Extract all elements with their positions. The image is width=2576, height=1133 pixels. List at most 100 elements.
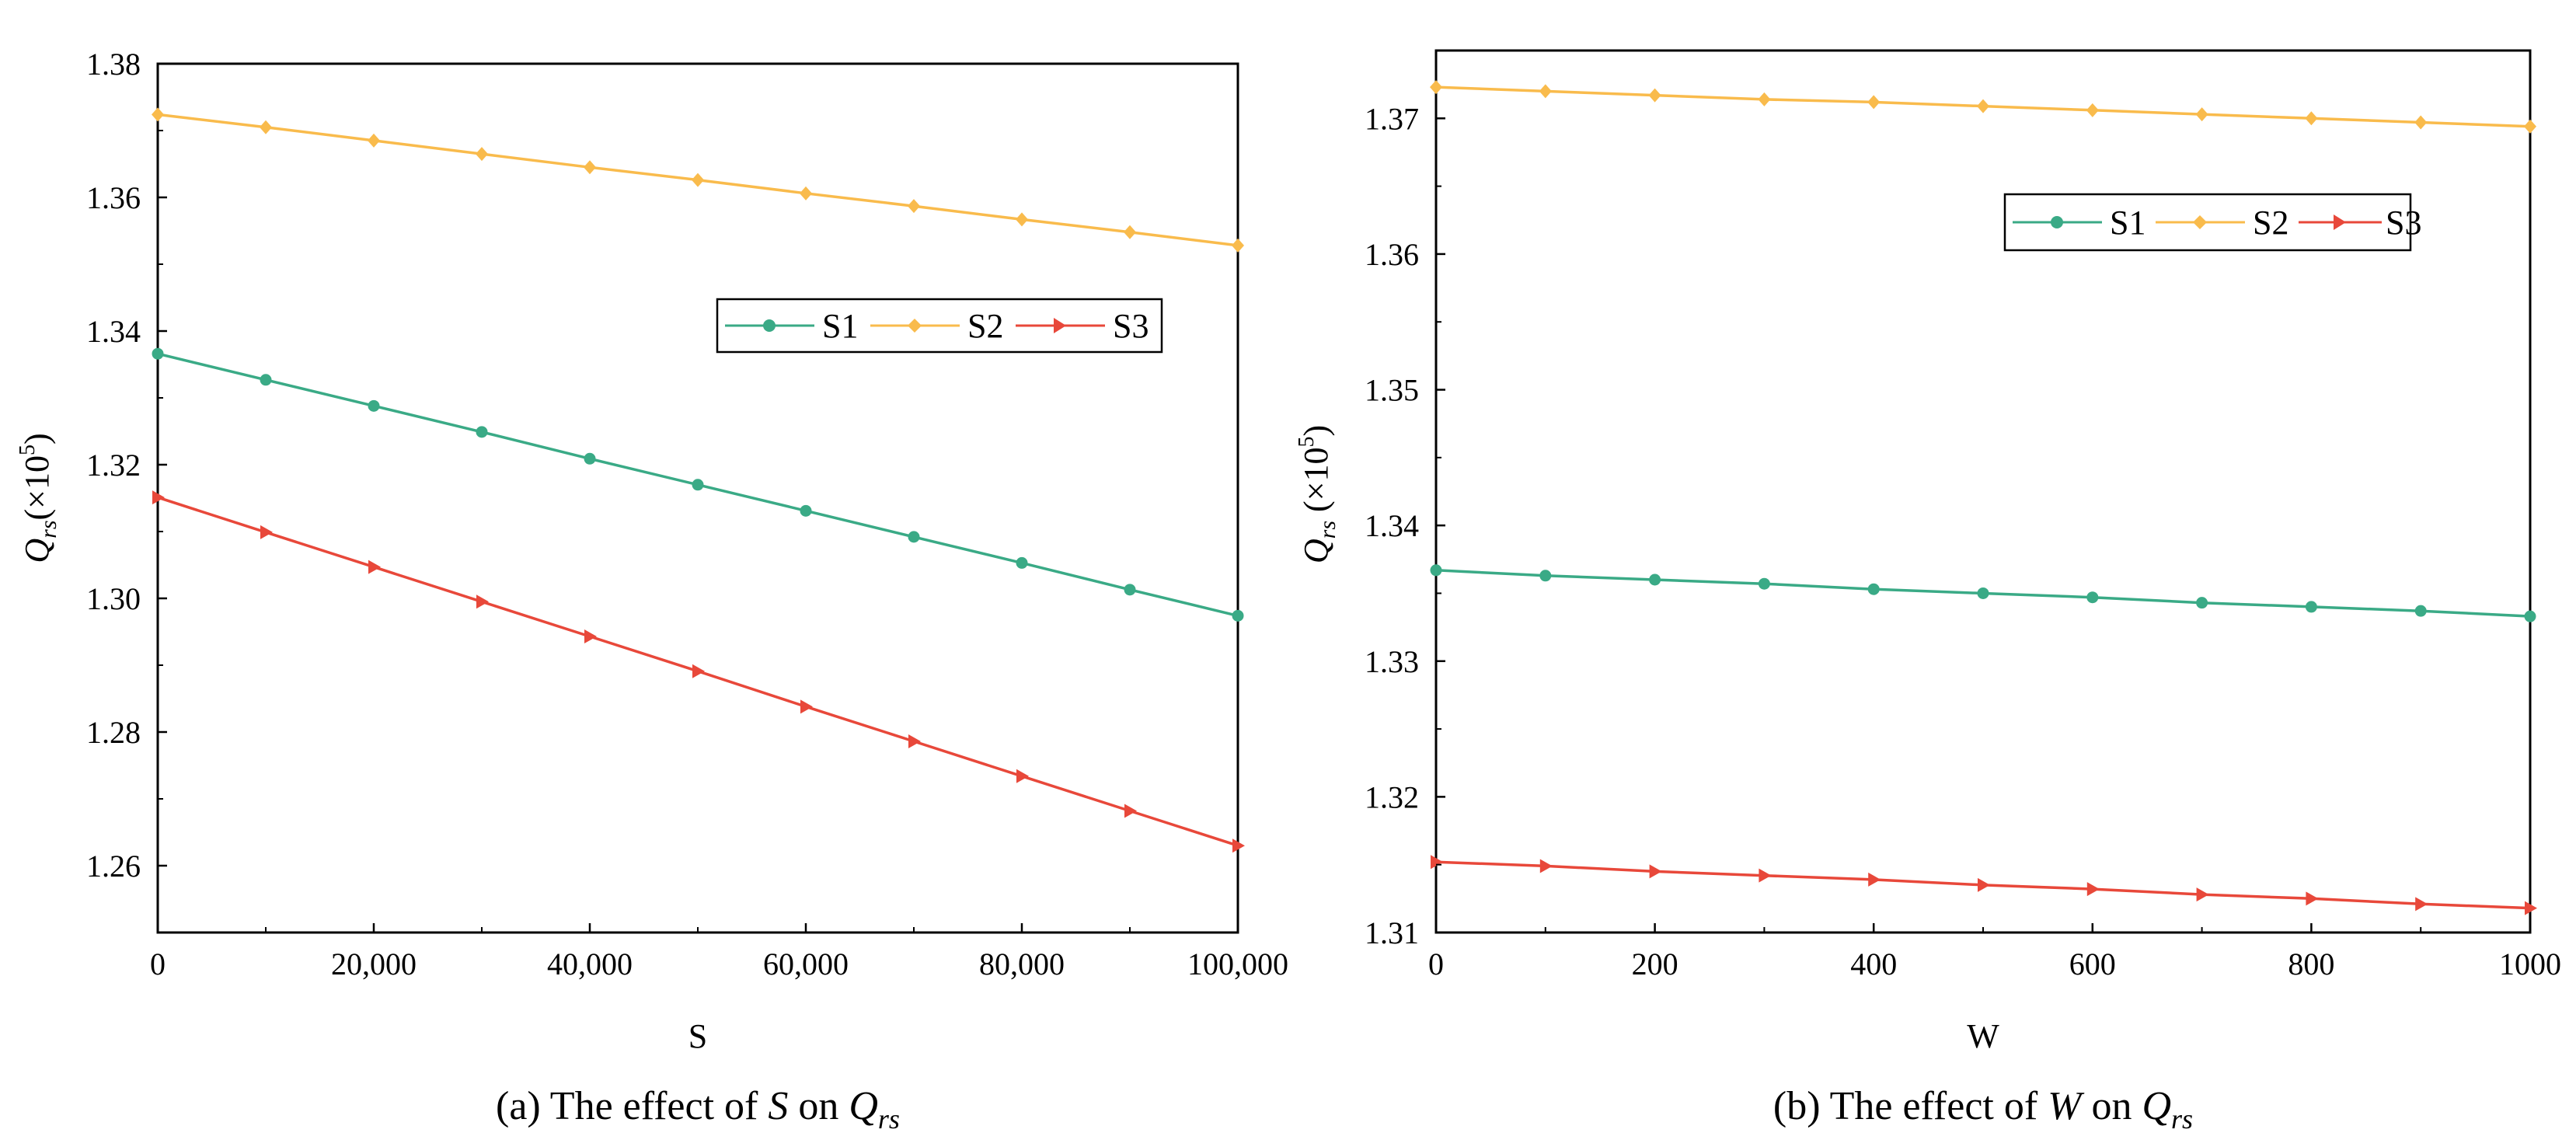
y-tick-label: 1.31 xyxy=(1365,915,1419,950)
data-point-s2 xyxy=(476,147,488,162)
x-tick-label: 400 xyxy=(1850,946,1897,981)
data-point-s1 xyxy=(2524,610,2536,622)
data-point-s1 xyxy=(260,374,272,386)
data-point-s3 xyxy=(800,699,813,714)
data-point-s2 xyxy=(1232,238,1244,253)
data-point-s2 xyxy=(260,120,272,134)
y-tick-label: 1.33 xyxy=(1365,644,1419,679)
data-point-s1 xyxy=(1232,609,1244,622)
x-tick-label: 0 xyxy=(1428,946,1444,981)
data-point-s3 xyxy=(1539,859,1553,873)
data-point-s1 xyxy=(1649,573,1661,586)
data-point-s2 xyxy=(2524,119,2536,134)
legend-b: S1 S2 S3 xyxy=(2003,193,2421,252)
data-point-s3 xyxy=(1759,868,1772,883)
data-point-s3 xyxy=(1868,872,1881,887)
data-point-s1 xyxy=(1430,564,1442,577)
data-point-s1 xyxy=(2414,605,2427,617)
data-point-s2 xyxy=(2086,103,2099,117)
data-point-s1 xyxy=(692,479,704,491)
data-point-s1 xyxy=(2305,601,2317,613)
y-tick-label: 1.34 xyxy=(1365,508,1419,543)
x-tick-label: 200 xyxy=(1632,946,1678,981)
data-point-s1 xyxy=(1124,584,1136,596)
caption-b: (b) The effect of W on Qrs xyxy=(1773,1084,2193,1133)
y-tick-label: 1.34 xyxy=(86,314,141,349)
data-point-s1 xyxy=(1758,577,1770,590)
x-tick-label: 20,000 xyxy=(331,946,417,981)
legend-label-s2-b: S2 xyxy=(2253,204,2288,242)
series-group-a xyxy=(152,107,1245,853)
data-point-s3 xyxy=(2086,882,2100,897)
data-point-s3 xyxy=(1978,877,1990,892)
y-axis-label-b: Qrs (×105) xyxy=(1295,425,1340,563)
legend-a: S1 S2 S3 xyxy=(716,298,1163,354)
data-point-s2 xyxy=(1648,88,1661,103)
x-tick-label: 800 xyxy=(2288,946,2334,981)
data-point-s2 xyxy=(1430,80,1442,95)
data-point-s2 xyxy=(152,107,164,122)
legend-label-s1-a: S1 xyxy=(822,307,858,345)
x-tick-label: 80,000 xyxy=(979,946,1065,981)
data-point-s2 xyxy=(1758,92,1771,106)
data-point-s2 xyxy=(584,160,596,175)
legend-marker-s3-b xyxy=(2334,214,2346,230)
data-point-s1 xyxy=(2086,591,2099,604)
data-point-s1 xyxy=(1539,570,1552,582)
data-point-s3 xyxy=(476,594,489,609)
legend-marker-s3-a xyxy=(1054,318,1066,333)
y-axis-label-a: Qrs(×105) xyxy=(16,433,61,563)
data-point-s3 xyxy=(908,734,921,749)
data-point-s1 xyxy=(1867,583,1880,595)
data-point-s2 xyxy=(1016,212,1028,227)
data-point-s3 xyxy=(2196,887,2209,902)
data-point-s3 xyxy=(368,560,381,574)
data-point-s3 xyxy=(1016,769,1029,783)
data-point-s2 xyxy=(2414,115,2428,130)
data-point-s3 xyxy=(2306,891,2319,906)
data-point-s3 xyxy=(2525,901,2537,915)
series-group-b xyxy=(1430,80,2537,915)
data-point-s3 xyxy=(2415,897,2428,912)
plot-frame-a xyxy=(156,62,1239,934)
plot-frame-b xyxy=(1434,49,2532,934)
y-tick-label: 1.35 xyxy=(1365,373,1419,408)
legend-label-s1-b: S1 xyxy=(2110,204,2146,242)
data-point-s3 xyxy=(692,664,705,678)
legend-label-s3-a: S3 xyxy=(1113,307,1149,345)
y-tick-label: 1.38 xyxy=(86,47,141,82)
data-point-s1 xyxy=(2196,597,2208,609)
y-tick-label: 1.32 xyxy=(1365,779,1419,814)
data-point-s3 xyxy=(1232,838,1245,853)
data-point-s2 xyxy=(1539,84,1552,99)
x-tick-label: 1000 xyxy=(2499,946,2561,981)
legend-label-s2-a: S2 xyxy=(967,307,1003,345)
data-point-s1 xyxy=(1016,556,1028,569)
x-axis-label-b: W xyxy=(1967,1017,1999,1055)
data-point-s2 xyxy=(1124,225,1136,239)
data-point-s2 xyxy=(692,173,704,187)
chart-a: 0 20,000 40,000 60,000 80,000 100,000 1.26 1.28… xyxy=(16,47,1288,1133)
data-point-s2 xyxy=(800,186,812,200)
data-point-s2 xyxy=(1867,95,1881,110)
y-tick-label: 1.37 xyxy=(1365,101,1419,136)
legend-marker-s2-a xyxy=(908,319,922,333)
data-point-s2 xyxy=(2195,107,2208,122)
data-point-s2 xyxy=(2305,111,2318,126)
data-point-s1 xyxy=(1977,587,1989,599)
data-point-s3 xyxy=(1649,864,1662,879)
legend-marker-s1-b xyxy=(2051,216,2063,228)
y-tick-label: 1.32 xyxy=(86,448,141,483)
data-point-s2 xyxy=(1977,99,1989,113)
data-point-s1 xyxy=(368,399,380,412)
x-tick-label: 60,000 xyxy=(763,946,849,981)
x-tick-label: 600 xyxy=(2069,946,2116,981)
x-tick-label: 100,000 xyxy=(1187,946,1288,981)
data-point-s1 xyxy=(476,426,488,438)
x-axis-label-a: S xyxy=(688,1017,707,1055)
data-point-s3 xyxy=(1431,855,1443,870)
data-point-s2 xyxy=(368,133,380,148)
data-point-s1 xyxy=(584,452,596,465)
data-point-s1 xyxy=(152,347,164,360)
